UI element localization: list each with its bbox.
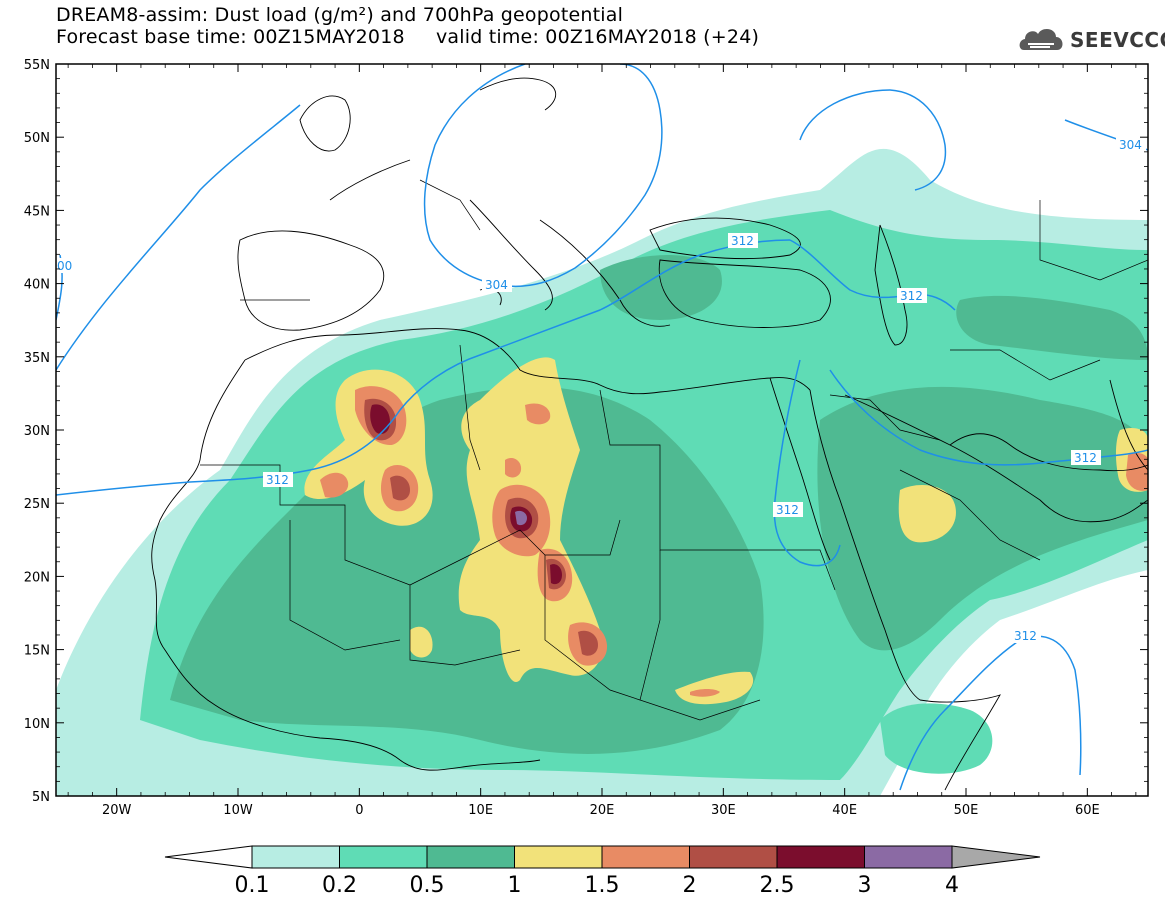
contour-312-red-sea [773,359,841,567]
contour-label: 312 [731,234,754,248]
contour-label: 304 [1119,138,1142,152]
seevccc-logo: SEEVCCC [1016,20,1165,60]
colorbar-label: 2.5 [760,873,795,898]
colorbar-swatch [426,845,515,869]
contour-312-east [789,239,1148,466]
colorbar-swatch [339,845,428,869]
contour-label: 00 [57,259,72,273]
contour-label: 304 [485,278,508,292]
colorbar-label: 1 [508,873,522,898]
dust-band-1-sudan [675,671,754,705]
dust-band-2.5-west [370,404,390,434]
lat-tick-label: 40N [24,278,50,293]
colorbar-label: 1.5 [585,873,620,898]
lon-tick-label: 10W [223,803,253,818]
latitude-ticks: 55N 50N 45N 40N 35N 30N 25N 20N 15N 10N 5N [24,58,1148,805]
coast-turkey [658,259,831,328]
dust-band-2-west2 [390,475,410,501]
lon-tick-label: 20W [102,803,132,818]
coast-france-uk [299,95,411,201]
colorbar-label: 4 [945,873,959,898]
contour-labels: 304 312 304 312 312 312 312 312 00 [57,137,1146,643]
lat-tick-label: 15N [24,644,50,659]
dust-band-2-central3 [578,630,598,656]
lat-tick-label: 35N [24,351,50,366]
colorbar-label: 0.1 [235,873,270,898]
colorbar-swatch [514,845,603,869]
colorbar-label: 2 [683,873,697,898]
lon-tick-label: 20E [590,803,615,818]
dust-band-0.5d [600,255,722,320]
coast-iberia [237,230,385,331]
contour-label: 312 [776,503,799,517]
coast-west-africa [151,359,541,771]
map-title: DREAM8-assim: Dust load (g/m²) and 700hP… [56,4,624,26]
dust-band-1-chad [410,626,433,658]
borders [200,179,1148,721]
lat-tick-label: 5N [32,790,50,805]
lon-tick-label: 0 [355,803,363,818]
dust-band-1.5-central4 [525,403,551,425]
lat-tick-label: 10N [24,717,50,732]
contour-304-east [799,89,947,191]
contour-312-main [56,239,791,496]
lat-tick-label: 25N [24,497,50,512]
lat-tick-label: 55N [24,58,50,73]
dust-load-shading [56,148,1148,796]
dust-band-1.5-oman [1126,452,1148,491]
dust-band-0.2b [880,703,993,774]
dust-band-2.5-central2 [550,564,562,585]
contour-312-atlantic [56,104,301,371]
dust-band-0.5c [956,295,1148,360]
dust-band-0.5b [817,386,1148,651]
coast-gulf [949,433,1148,472]
dust-band-1.5-west3 [320,472,349,498]
dust-band-3 [515,510,527,526]
map-subtitle: Forecast base time: 00Z15MAY2018 valid t… [56,26,760,48]
coast-india [1109,379,1148,471]
coast-baltic [479,77,557,111]
lon-tick-label: 40E [832,803,857,818]
lon-tick-label: 60E [1075,803,1100,818]
dust-band-1.5-sudan [690,689,720,697]
colorbar-label: 0.5 [410,873,445,898]
lon-tick-label: 30E [711,803,736,818]
coast-red-sea [769,377,921,701]
colorbar-swatch [601,845,690,869]
colorbar-upper-extension [951,845,1041,869]
contour-label: 312 [1014,629,1037,643]
colorbar-label: 3 [858,873,872,898]
contour-label: 312 [900,289,923,303]
logo-text: SEEVCCC [1070,28,1165,52]
coast-black-sea [649,217,801,260]
cloud-logo-icon [1019,28,1063,50]
lat-tick-label: 20N [24,570,50,585]
colorbar: 0.1 0.2 0.5 1 1.5 2 2.5 3 4 [164,845,1041,898]
contour-304-west [423,64,663,288]
colorbar-swatch [689,845,778,869]
dust-band-1-east [898,485,956,543]
coast-caspian [874,224,908,346]
lon-tick-label: 50E [954,803,979,818]
geopotential-contours [56,64,1148,791]
coast-arabia [844,394,1148,523]
colorbar-label: 0.2 [322,873,357,898]
coast-horn [919,694,1001,791]
colorbar-lower-extension [164,845,253,869]
colorbar-swatch [251,845,340,869]
colorbar-swatch [864,845,953,869]
lon-tick-label: 10E [468,803,493,818]
dust-band-1.5-central5 [505,458,522,478]
lat-tick-label: 45N [24,204,50,219]
longitude-ticks: 20W 10W 0 10E 20E 30E 40E 50E 60E [67,64,1137,818]
contour-label: 312 [266,473,289,487]
contour-label: 312 [1074,451,1097,465]
colorbar-swatch [776,845,865,869]
coast-north-africa [244,328,811,395]
lat-tick-label: 50N [24,131,50,146]
lat-tick-label: 30N [24,424,50,439]
